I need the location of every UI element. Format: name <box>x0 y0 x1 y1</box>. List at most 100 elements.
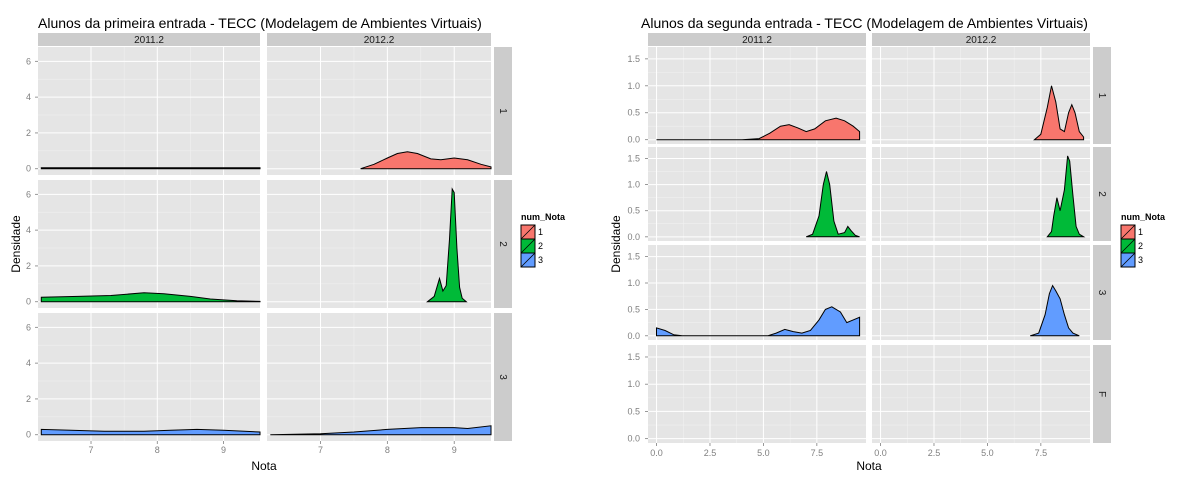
y-tick-label: 6 <box>26 189 31 199</box>
y-tick-label: 1.0 <box>627 379 640 389</box>
panel <box>267 47 491 175</box>
panel <box>38 180 260 308</box>
col-strip <box>648 33 866 46</box>
row-strip-label: 1 <box>1096 93 1107 99</box>
row-strip <box>1093 47 1111 144</box>
x-tick-label: 5.0 <box>981 448 994 458</box>
y-tick-label: 1.5 <box>627 352 640 362</box>
x-tick-label: 0.0 <box>650 448 663 458</box>
y-tick-label: 1.5 <box>627 153 640 163</box>
y-tick-label: 1.5 <box>627 252 640 262</box>
y-tick-label: 0 <box>26 430 31 440</box>
panel-background <box>267 313 491 441</box>
density-area-1-2012.2 <box>1033 85 1085 141</box>
density-area-2-2011.2 <box>806 171 860 238</box>
x-tick-label: 7 <box>318 445 323 455</box>
col-strip <box>267 33 491 46</box>
x-tick-label: 2.5 <box>704 448 717 458</box>
legend-key-slash <box>520 252 536 268</box>
panel-background <box>648 345 866 443</box>
row-strip-label: 3 <box>1096 290 1107 296</box>
x-tick-label: 9 <box>452 445 457 455</box>
panel <box>872 147 1090 241</box>
panel <box>872 345 1090 443</box>
legend-label: 3 <box>1138 255 1143 265</box>
row-strip-label: 3 <box>497 374 508 380</box>
panel-background <box>267 47 491 175</box>
col-strip <box>38 33 260 46</box>
density-area-3-2011.2 <box>40 428 261 436</box>
density-area-2-2011.2 <box>40 292 261 303</box>
chart-2: Alunos da segunda entrada - TECC (Modela… <box>609 15 1166 473</box>
row-strip-label: 1 <box>497 108 508 114</box>
legend-label: 1 <box>1138 227 1143 237</box>
row-strip <box>1093 345 1111 443</box>
x-tick-label: 7.5 <box>811 448 824 458</box>
legend-title: num_Nota <box>1121 212 1166 222</box>
y-tick-label: 6 <box>26 56 31 66</box>
chart-1: Alunos da primeira entrada - TECC (Model… <box>9 15 566 473</box>
y-tick-label: 0.0 <box>627 331 640 341</box>
density-area-2-2012.2 <box>1046 155 1086 238</box>
y-tick-label: 0.0 <box>627 434 640 444</box>
x-tick-label: 7.5 <box>1035 448 1048 458</box>
x-tick-label: 2.5 <box>928 448 941 458</box>
legend: num_Nota 1 2 3 <box>520 212 566 268</box>
x-tick-label: 8 <box>385 445 390 455</box>
y-tick-label: 1.5 <box>627 54 640 64</box>
panel <box>38 47 260 175</box>
row-strip <box>1093 245 1111 340</box>
row-strip <box>494 47 512 175</box>
row-strip-label: 2 <box>1096 191 1107 197</box>
y-axis-title: Densidade <box>9 215 23 273</box>
y-tick-label: 1.0 <box>627 81 640 91</box>
x-axis-title: Nota <box>251 459 277 473</box>
y-tick-label: 2 <box>26 128 31 138</box>
row-strip-label: 2 <box>497 241 508 247</box>
density-area-3-2011.2 <box>656 306 861 337</box>
panel <box>267 313 491 441</box>
legend-label: 3 <box>538 255 543 265</box>
col-strip-label: 2012.2 <box>364 35 395 46</box>
col-strip-label: 2011.2 <box>742 35 772 46</box>
row-strip-label: F <box>1096 391 1107 397</box>
col-strip-label: 2012.2 <box>966 35 997 46</box>
density-area-1-2011.2 <box>656 117 861 141</box>
panel <box>38 313 260 441</box>
y-tick-label: 2 <box>26 261 31 271</box>
legend-key-slash <box>1120 252 1136 268</box>
panel <box>648 345 866 443</box>
y-tick-label: 0.5 <box>627 304 640 314</box>
y-tick-label: 0.0 <box>627 232 640 242</box>
y-tick-label: 0.5 <box>627 406 640 416</box>
x-tick-label: 0.0 <box>874 448 887 458</box>
x-tick-label: 8 <box>155 445 160 455</box>
panel-background <box>872 345 1090 443</box>
density-area-1-2011.2 <box>40 167 261 170</box>
legend-label: 2 <box>538 241 543 251</box>
panel-background <box>38 47 260 175</box>
row-strip <box>494 180 512 308</box>
density-area-2-2012.2 <box>426 187 468 303</box>
legend-label: 1 <box>538 227 543 237</box>
legend-title: num_Nota <box>521 212 566 222</box>
y-tick-label: 2 <box>26 394 31 404</box>
legend-key-slash <box>1120 224 1136 240</box>
x-tick-label: 5.0 <box>757 448 770 458</box>
legend-label: 2 <box>1138 241 1143 251</box>
y-axis-title: Densidade <box>609 215 623 273</box>
legend-key-slash <box>520 238 536 254</box>
y-tick-label: 4 <box>26 92 31 102</box>
row-strip <box>494 313 512 441</box>
y-tick-label: 6 <box>26 322 31 332</box>
col-strip <box>872 33 1090 46</box>
y-tick-label: 4 <box>26 225 31 235</box>
panel-background <box>38 313 260 441</box>
chart-title: Alunos da primeira entrada - TECC (Model… <box>38 15 482 31</box>
x-axis-title: Nota <box>856 459 882 473</box>
row-strip <box>1093 147 1111 241</box>
y-tick-label: 0.5 <box>627 206 640 216</box>
legend: num_Nota 1 2 3 <box>1120 212 1166 268</box>
chart-title: Alunos da segunda entrada - TECC (Modela… <box>641 15 1088 31</box>
